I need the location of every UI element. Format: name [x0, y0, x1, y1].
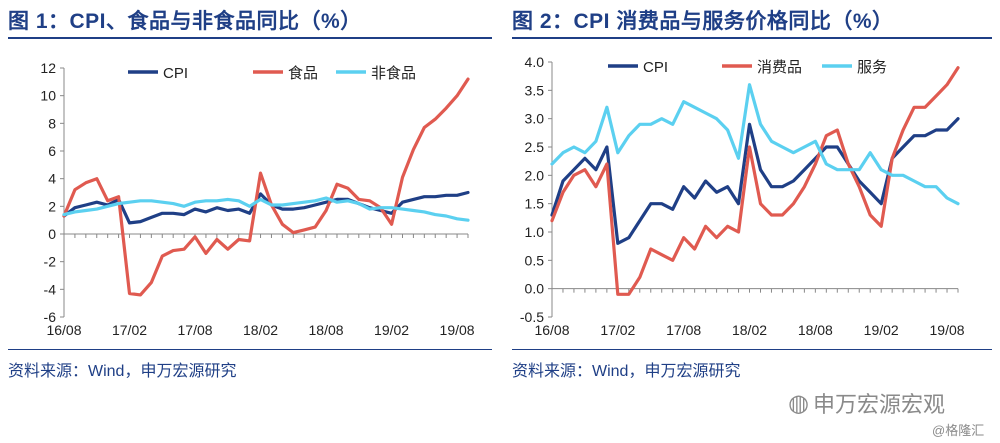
x-tick-label: 18/08	[309, 322, 344, 338]
x-tick-label: 18/02	[243, 322, 278, 338]
watermark-text: 申万宏源宏观	[812, 392, 945, 417]
chart-1-title: 图 1：CPI、食品与非食品同比（%）	[8, 10, 362, 33]
x-tick-label: 18/08	[798, 322, 833, 338]
chart-1-source: 资料来源：Wind，申万宏源研究	[8, 363, 237, 380]
y-tick-label: 1.5	[525, 196, 545, 212]
series-line-2	[62, 196, 470, 222]
chart-2-plot: -0.5 0.0 0.5 1.0 1.5 2.0 2.5 3.0 3.5 4.0 16/08 17/0…	[520, 54, 965, 338]
chart-2-source: 资料来源：Wind，申万宏源研究	[512, 363, 741, 380]
y-tick-label: 12	[40, 60, 56, 76]
y-tick-label: 4	[48, 171, 56, 187]
y-tick-label: 2	[48, 198, 56, 214]
y-tick-label: 0.0	[525, 281, 545, 297]
chart-2-title-rule	[512, 37, 992, 39]
chart-2-bottom-rule	[512, 349, 992, 350]
y-tick-label: -2	[44, 254, 57, 270]
legend-label: 服务	[857, 59, 887, 76]
x-tick-label: 18/02	[732, 322, 767, 338]
x-tick-label: 19/08	[440, 322, 475, 338]
x-tick-label: 17/08	[666, 322, 701, 338]
y-tick-label: 1.0	[525, 224, 545, 240]
series-line-1	[62, 77, 470, 297]
legend-label: 食品	[288, 65, 318, 82]
x-tick-label: 17/02	[600, 322, 635, 338]
y-tick-label: -0.5	[520, 309, 544, 325]
legend-label: CPI	[163, 65, 188, 82]
y-tick-label: -4	[44, 281, 57, 297]
series-line-2	[550, 83, 960, 206]
legend-label: CPI	[643, 59, 668, 76]
x-tick-label: 19/02	[864, 322, 899, 338]
series-line-1	[550, 66, 960, 296]
wechat-icon: ◍	[788, 389, 809, 417]
watermark: ◍ 申万宏源宏观	[788, 387, 945, 419]
y-tick-label: 0	[48, 226, 56, 242]
chart-2-title: 图 2：CPI 消费品与服务价格同比（%）	[512, 10, 894, 33]
chart-1-title-rule	[8, 37, 492, 39]
y-tick-label: -6	[44, 309, 57, 325]
y-tick-label: 6	[48, 143, 56, 159]
legend-label: 非食品	[371, 65, 416, 82]
x-tick-label: 17/08	[178, 322, 213, 338]
y-tick-label: 0.5	[525, 252, 545, 268]
x-tick-label: 17/02	[112, 322, 147, 338]
y-tick-label: 2.0	[525, 167, 545, 183]
watermark-sub: @格隆汇	[932, 423, 985, 438]
y-tick-label: 4.0	[525, 54, 545, 70]
x-tick-label: 19/08	[930, 322, 965, 338]
chart-1-bottom-rule	[8, 349, 492, 350]
x-tick-label: 16/08	[46, 322, 81, 338]
y-tick-label: 10	[40, 88, 56, 104]
y-tick-label: 3.5	[525, 82, 545, 98]
x-tick-label: 19/02	[374, 322, 409, 338]
y-tick-label: 8	[48, 115, 56, 131]
y-tick-label: 2.5	[525, 139, 545, 155]
chart-1-plot: -6 -4 -2 0 2 4 6 8 10 12 16/08 17/02 17/08 18/02 18/08…	[40, 60, 475, 338]
y-tick-label: 3.0	[525, 111, 545, 127]
legend-label: 消费品	[757, 59, 802, 76]
series-line-0	[62, 190, 470, 225]
x-tick-label: 16/08	[534, 322, 569, 338]
